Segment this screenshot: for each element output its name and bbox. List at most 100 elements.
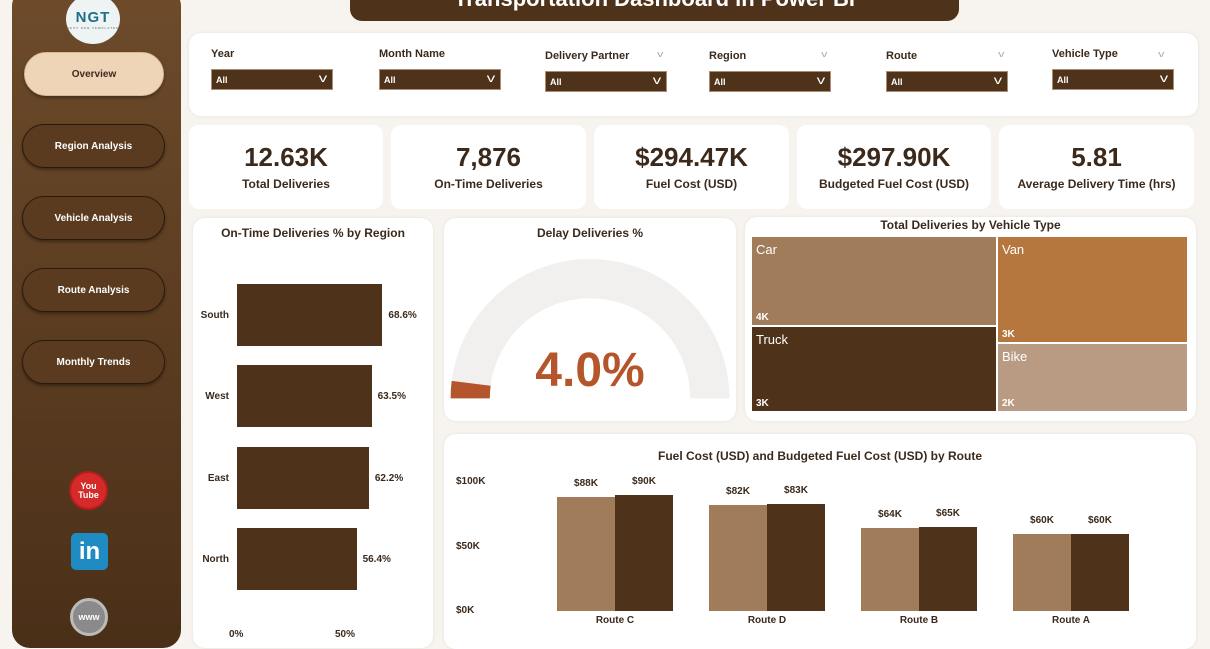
bar-data-label: $60K (1030, 514, 1054, 526)
vehicle-type-treemap: Total Deliveries by Vehicle Type Car 4K Va… (745, 217, 1196, 421)
nav-route-analysis[interactable]: Route Analysis (22, 268, 165, 312)
y-tick-label: $50K (456, 540, 480, 552)
bar-data-label: $82K (726, 486, 750, 498)
treemap-tile-value: 3K (1002, 329, 1015, 340)
kpi-label: Fuel Cost (USD) (645, 177, 738, 191)
region-bar[interactable] (237, 284, 383, 346)
filter-value: All (550, 77, 562, 87)
chevron-down-icon: v (486, 71, 496, 85)
filter-label: Vehicle Type (1052, 48, 1118, 60)
treemap-tile-name: Bike (1002, 349, 1028, 364)
filter-dropdown[interactable]: All v (886, 71, 1008, 92)
nav-overview[interactable]: Overview (24, 52, 164, 96)
treemap-tile-car[interactable]: Car 4K (752, 237, 996, 325)
bar-data-label: 62.2% (374, 473, 404, 484)
treemap-tile-name: Truck (756, 332, 789, 347)
fuel-cost-by-route-chart: Fuel Cost (USD) and Budgeted Fuel Cost (… (444, 434, 1196, 649)
kpi-label: On-Time Deliveries (434, 177, 543, 191)
nav-monthly-trends[interactable]: Monthly Trends (22, 340, 165, 384)
filter-label: Month Name (379, 48, 445, 60)
fuel-bar[interactable] (767, 503, 825, 611)
filter-label: Year (211, 48, 235, 60)
on-time-by-region-chart: On-Time Deliveries % by Region South 68.6… (193, 218, 433, 648)
fuel-bar[interactable] (861, 528, 919, 611)
filter-value: All (714, 77, 726, 87)
chevron-down-icon: v (1159, 71, 1169, 85)
filter-dropdown[interactable]: All v (211, 69, 333, 90)
linkedin-label: in (78, 537, 101, 565)
nav-region-analysis[interactable]: Region Analysis (22, 124, 165, 168)
filter-label: Route (886, 50, 918, 62)
kpi-card: 5.81 Average Delivery Time (hrs) (999, 125, 1194, 209)
nav-label: Region Analysis (54, 140, 133, 152)
kpi-label: Average Delivery Time (hrs) (1017, 177, 1176, 191)
fuel-bar[interactable] (615, 494, 673, 611)
filter-value: All (891, 77, 903, 87)
x-category-label: Route D (747, 615, 787, 626)
kpi-value: 7,876 (455, 142, 522, 172)
fuel-bar[interactable] (1071, 533, 1129, 611)
x-category-label: Route B (899, 615, 939, 626)
gauge-value: 4.0% (535, 344, 645, 397)
region-bar[interactable] (237, 365, 372, 427)
filter-dropdown[interactable]: All v (545, 71, 667, 92)
treemap-tile-value: 2K (1002, 398, 1015, 409)
nav-label: Monthly Trends (56, 356, 131, 368)
logo-text: NGT (75, 8, 111, 26)
kpi-value: 12.63K (244, 142, 328, 172)
x-tick-label: 50% (335, 629, 356, 640)
gauge-svg (450, 258, 730, 399)
kpi-value: 5.81 (1071, 142, 1122, 172)
www-label: www (78, 612, 100, 622)
region-bar[interactable] (237, 447, 369, 509)
nav-label: Overview (71, 68, 117, 80)
logo-subtext: NEXT GEN TEMPLATES (66, 25, 120, 30)
chevron-down-icon: v (821, 49, 828, 59)
kpi-card: $294.47K Fuel Cost (USD) (594, 125, 789, 209)
chart-title: Fuel Cost (USD) and Budgeted Fuel Cost (… (658, 449, 982, 463)
filter-label: Delivery Partner (545, 50, 630, 62)
gauge-fill (450, 380, 491, 399)
treemap-tile-van[interactable]: Van 3K (998, 237, 1187, 342)
youtube-label: You Tube (78, 480, 99, 500)
filter-dropdown[interactable]: All v (379, 69, 501, 90)
linkedin-icon[interactable]: in (71, 533, 108, 570)
kpi-card: 12.63K Total Deliveries (189, 125, 383, 209)
chevron-down-icon: v (1158, 49, 1165, 59)
bar-data-label: $90K (632, 475, 656, 487)
youtube-icon[interactable]: You Tube (69, 471, 108, 510)
bar-data-label: $64K (878, 509, 902, 521)
kpi-label: Budgeted Fuel Cost (USD) (819, 177, 969, 191)
region-bar[interactable] (237, 528, 357, 590)
logo: NGT NEXT GEN TEMPLATES (66, 0, 120, 44)
filter-dropdown[interactable]: All v (1052, 69, 1174, 90)
fuel-bar[interactable] (1013, 533, 1071, 611)
globe-www-icon[interactable]: www (70, 598, 108, 636)
bar-data-label: 63.5% (377, 391, 406, 402)
bar-data-label: $65K (936, 508, 960, 520)
filter-dropdown[interactable]: All v (709, 71, 831, 92)
treemap-tile-bike[interactable]: Bike 2K (998, 344, 1187, 411)
chevron-down-icon: v (318, 71, 328, 85)
chart-title: On-Time Deliveries % by Region (221, 226, 405, 240)
bar-category-label: North (202, 554, 229, 565)
fuel-bar[interactable] (919, 527, 977, 611)
y-tick-label: $100K (456, 476, 486, 487)
filter-value: All (384, 75, 396, 85)
bar-data-label: $60K (1088, 514, 1112, 526)
x-category-label: Route A (1052, 615, 1090, 626)
bar-data-label: 68.6% (388, 310, 417, 321)
fuel-bar[interactable] (709, 505, 767, 611)
bar-data-label: 56.4% (362, 554, 391, 565)
page-title: Transportation Dashboard in Power BI (350, 0, 959, 21)
x-category-label: Route C (595, 615, 635, 626)
fuel-bar[interactable] (557, 497, 615, 611)
bar-data-label: $88K (574, 478, 598, 490)
kpi-card: $297.90K Budgeted Fuel Cost (USD) (797, 125, 991, 209)
nav-label: Route Analysis (57, 284, 130, 296)
treemap-tile-truck[interactable]: Truck 3K (752, 327, 996, 411)
kpi-value: $294.47K (635, 142, 748, 172)
chart-title: Delay Deliveries % (536, 226, 644, 240)
kpi-card: 7,876 On-Time Deliveries (391, 125, 586, 209)
nav-vehicle-analysis[interactable]: Vehicle Analysis (22, 196, 165, 240)
